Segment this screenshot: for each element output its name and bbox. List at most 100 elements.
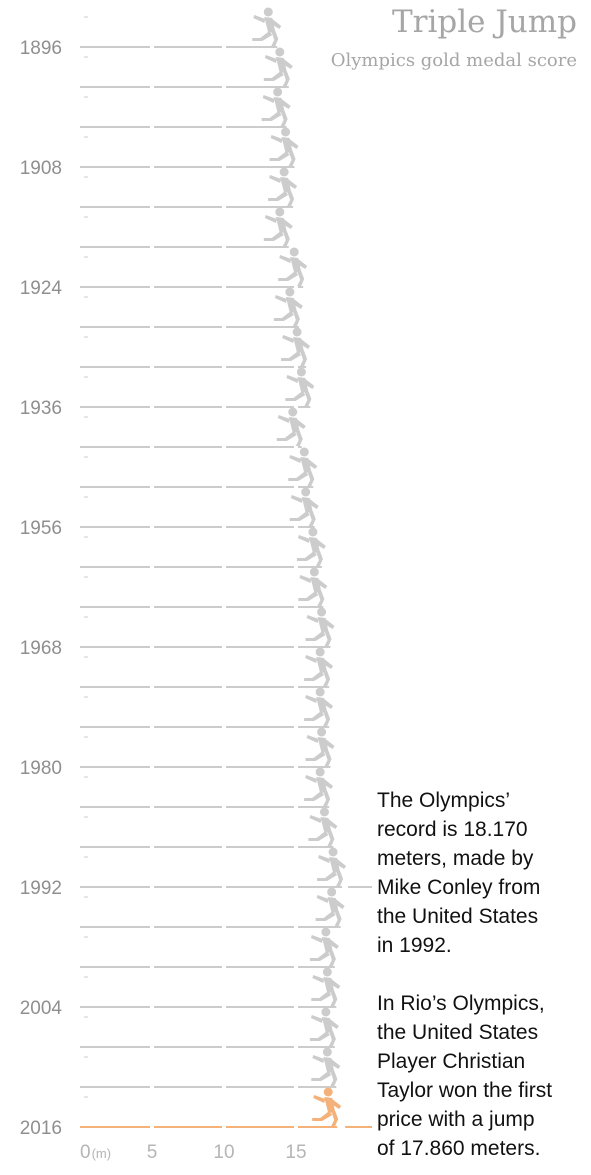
triple-jumper-icon: [269, 127, 299, 166]
jumper-leg: [308, 831, 329, 841]
jumper-leg: [315, 911, 336, 921]
jumper-leg: [330, 991, 338, 1006]
jumper-leg: [327, 831, 335, 846]
jumper-head: [319, 807, 329, 817]
annotation-line: Taylor won the first: [377, 1079, 553, 1102]
jumper-leg: [323, 711, 331, 726]
jumper-arm: [330, 979, 341, 989]
jumper-arm: [282, 219, 293, 229]
jumper-leg: [328, 1031, 336, 1046]
jumper-leg: [309, 1031, 330, 1041]
jumper-arm: [299, 575, 312, 583]
x-axis: 0(m) 5 10 15: [80, 1142, 307, 1163]
triple-jumper-icon: [278, 247, 308, 286]
jumper-head: [315, 687, 325, 697]
chart-subtitle: Olympics gold medal score: [330, 50, 577, 71]
jumper-arm: [282, 59, 293, 69]
annotation-line: the United States: [377, 905, 539, 928]
jumper-arm: [307, 459, 318, 469]
jumper-leg: [271, 31, 279, 46]
jumper-leg: [300, 351, 308, 366]
jumper-arm: [336, 859, 347, 869]
triple-jumper-icon: [281, 327, 311, 366]
year-label: 1936: [20, 398, 62, 419]
jumper-leg: [324, 751, 332, 766]
triple-jumper-icon: [305, 727, 335, 766]
jumper-arm: [271, 19, 282, 29]
jumper-leg: [263, 71, 284, 81]
jumper-leg: [305, 751, 326, 761]
jumper-leg: [323, 671, 331, 686]
triple-jumper-icon: [315, 887, 345, 926]
jumper-arm: [306, 735, 319, 743]
jumper-arm: [331, 1099, 342, 1109]
triple-jumper-icon: [296, 527, 326, 566]
annotation-line: The Olympics’: [377, 789, 511, 812]
triple-jumper-icon: [309, 927, 339, 966]
annotation-leaders: [345, 886, 372, 1128]
triple-jumper-icon: [311, 967, 341, 1006]
jumper-arm: [315, 539, 326, 549]
jumper-leg: [276, 431, 297, 441]
jumper-leg: [268, 191, 289, 201]
x-tick-label: 10: [213, 1142, 234, 1163]
jumper-arm: [309, 815, 322, 823]
jumper-arm: [297, 259, 308, 269]
annotation-line: the United States: [377, 1021, 539, 1044]
year-label: 1908: [20, 158, 62, 179]
jumper-arm: [312, 975, 325, 983]
jumper-arm: [308, 499, 319, 509]
jumper-leg: [280, 111, 288, 126]
annotation-line: Mike Conley from: [377, 876, 541, 899]
jumper-arm: [262, 95, 275, 103]
jumper-head: [309, 567, 319, 577]
jumper-arm: [312, 1055, 325, 1063]
jumper-head: [328, 847, 338, 857]
jumper-head: [317, 727, 327, 737]
jumper-arm: [310, 935, 323, 943]
triple-jumper-icon: [312, 1087, 342, 1126]
jumper-head: [315, 767, 325, 777]
jumper-head: [323, 1087, 333, 1097]
jumper-arm: [264, 55, 277, 63]
jumper-head: [288, 407, 298, 417]
jumper-arm: [323, 779, 334, 789]
triple-jumper-icon: [304, 687, 334, 726]
jumper-head: [317, 607, 327, 617]
triple-jumper-icon: [252, 7, 282, 46]
triple-jumper-icon: [261, 87, 291, 126]
jumper-leg: [328, 951, 336, 966]
triple-jumper-icon: [285, 367, 315, 406]
jumper-arm: [279, 255, 292, 263]
jumper-leg: [288, 471, 309, 481]
triple-jumper-icon: [263, 207, 293, 246]
jumper-arm: [295, 419, 306, 429]
jumper-leg: [297, 271, 305, 286]
jumper-leg: [304, 671, 325, 681]
jumper-head: [296, 367, 306, 377]
jumper-arm: [305, 695, 318, 703]
jumper-head: [273, 87, 283, 97]
jumper-leg: [282, 71, 290, 86]
jumper-leg: [331, 1111, 339, 1126]
triple-jumper-icon: [276, 407, 306, 446]
triple-jumper-icon: [304, 647, 334, 686]
jumper-head: [322, 967, 332, 977]
triple-jumper-icon: [268, 167, 298, 206]
jumper-leg: [252, 31, 273, 41]
jumper-leg: [330, 1071, 338, 1086]
triple-jumper-icon: [289, 487, 319, 526]
annotation-line: In Rio’s Olympics,: [377, 992, 545, 1015]
jumper-arm: [280, 99, 291, 109]
annotation-line: record is 18.170: [377, 818, 528, 841]
annotation-line: Player Christian: [377, 1050, 526, 1073]
jumper-arm: [327, 819, 338, 829]
jumper-arm: [304, 379, 315, 389]
jumper-head: [301, 487, 311, 497]
triple-jumper-icon: [305, 607, 335, 646]
jumper-head: [281, 127, 291, 137]
jumper-arm: [277, 415, 290, 423]
year-label: 2016: [20, 1118, 62, 1139]
jumper-arm: [297, 535, 310, 543]
